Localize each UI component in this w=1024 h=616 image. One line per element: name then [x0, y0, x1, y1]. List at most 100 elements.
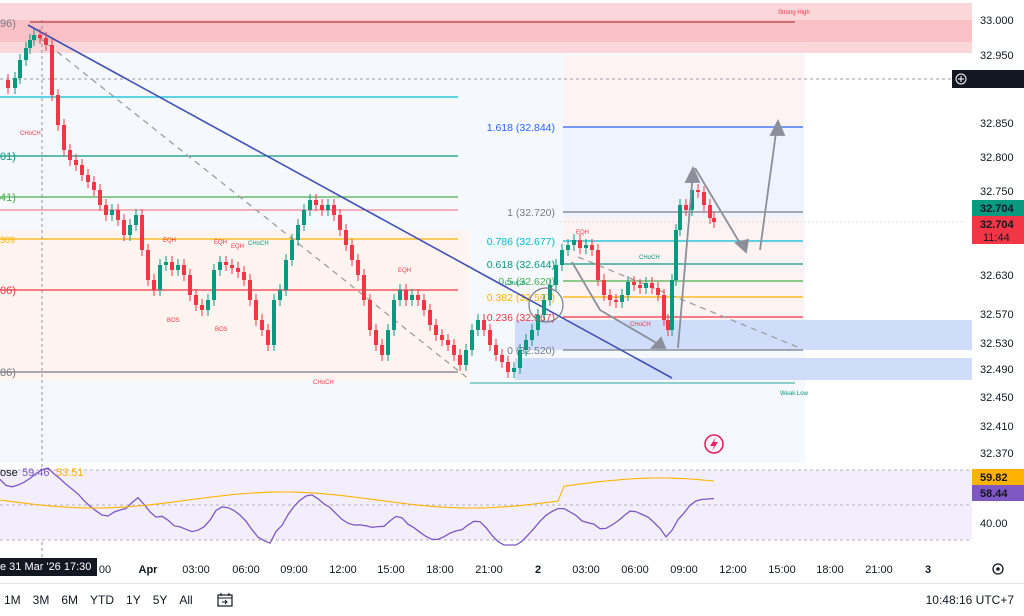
time-tick: 15:00: [377, 564, 405, 576]
lightning-icon[interactable]: [704, 434, 724, 454]
choch-label: CHoCH: [630, 322, 651, 328]
supply-zone-core: [0, 20, 972, 42]
bos-label: BOS: [167, 318, 180, 324]
rsi-ma-tag: [972, 469, 1024, 485]
candle-body: [98, 190, 102, 205]
candle-body: [140, 215, 144, 250]
eqh-label: EQH: [398, 268, 411, 274]
ema-price-text: 32.704: [980, 203, 1015, 215]
candle-body: [626, 282, 630, 295]
candle-body: [332, 205, 336, 215]
candle-body: [416, 295, 420, 300]
range-ytd-button[interactable]: YTD: [90, 593, 115, 607]
svg-text:ose: ose: [0, 467, 18, 479]
svg-text:06): 06): [0, 285, 16, 297]
weak-low-label: Weak Low: [780, 391, 809, 397]
left-level-labels: 96) 01) 41) 309 06) 86): [0, 18, 16, 379]
candle-body: [206, 300, 210, 310]
candle-body: [428, 310, 432, 325]
time-tick: 2: [535, 564, 541, 576]
candle-body: [284, 260, 288, 290]
candle-body: [650, 283, 654, 288]
price-tick: 32.750: [980, 186, 1014, 198]
range-3m-button[interactable]: 3M: [32, 593, 50, 607]
svg-text:41): 41): [0, 192, 16, 204]
range-5y-button[interactable]: 5Y: [152, 593, 168, 607]
crosshair-date-tag: e 31 Mar '26 17:30: [0, 558, 98, 576]
fib-level-label: 1 (32.720): [507, 207, 555, 219]
crosshair-price-tag[interactable]: 32.913: [952, 70, 1024, 88]
svg-text:86): 86): [0, 367, 16, 379]
candle-body: [302, 210, 306, 225]
candle-body: [434, 325, 438, 335]
time-tick: 12:00: [329, 564, 357, 576]
candle-body: [678, 205, 682, 230]
svg-text:309: 309: [0, 235, 15, 245]
candle-body: [218, 262, 222, 270]
candle-body: [452, 345, 456, 355]
candle-body: [266, 330, 270, 345]
countdown-text: 11:44: [983, 232, 1010, 244]
svg-text:01): 01): [0, 151, 16, 163]
candle-body: [708, 205, 712, 218]
trendline-dashed-2[interactable]: [577, 256, 801, 349]
last-price-text: 32.704: [980, 219, 1015, 231]
candle-body: [86, 175, 90, 182]
rsi-legend-value1: 59.46: [22, 467, 50, 479]
price-tick: 32.800: [980, 152, 1014, 164]
gear-icon[interactable]: [992, 563, 1004, 575]
range-all-button[interactable]: All: [179, 593, 193, 607]
rsi-value-tag-text: 58.44: [980, 488, 1008, 500]
choch-label: CHoCH: [248, 241, 269, 247]
time-tick: Apr: [139, 564, 159, 576]
range-6m-button[interactable]: 6M: [61, 593, 79, 607]
range-1m-button[interactable]: 1M: [4, 593, 21, 607]
candle-body: [632, 282, 636, 285]
bos-label: BOS: [215, 327, 228, 333]
price-tick: 32.570: [980, 309, 1014, 321]
choch-label: CHoCH: [639, 255, 660, 261]
price-tick: 32.950: [980, 50, 1014, 62]
eqh-label: EQH: [163, 238, 176, 244]
candle-body: [128, 225, 132, 235]
chart-canvas[interactable]: 1.618 (32.844) 1 (32.720) 0.786 (32.677) 0.…: [0, 0, 1024, 583]
price-tick: 32.450: [980, 392, 1014, 404]
trendline-blue[interactable]: [27, 24, 673, 379]
candle-body: [248, 280, 252, 300]
candle-body: [13, 78, 17, 88]
svg-text:32.913: 32.913: [980, 75, 1014, 87]
candle-body: [518, 350, 522, 368]
candle-body: [134, 215, 138, 225]
candle-body: [56, 95, 60, 125]
trendline-dashed[interactable]: [39, 37, 471, 381]
time-axis[interactable]: 00 Apr 03:00 06:00 09:00 12:00 15:00 18:00 21:00…: [99, 564, 931, 576]
candle-body: [512, 368, 516, 372]
candle-body: [338, 215, 342, 230]
smc-labels: CHoCH EQH EQH EQH CHoCH BOS BOS EQH CHoC…: [20, 131, 660, 386]
fib-level-label: 0.382 (32.597): [487, 292, 555, 304]
candle-body: [410, 295, 414, 300]
candle-body: [314, 200, 318, 205]
calendar-range-icon[interactable]: [217, 593, 233, 607]
candle-body: [24, 48, 28, 60]
candle-body: [38, 35, 42, 38]
range-1y-button[interactable]: 1Y: [126, 593, 141, 607]
price-axis[interactable]: 33.000 32.950 32.850 32.800 32.750 32.63…: [980, 15, 1014, 530]
candle-body: [254, 300, 258, 320]
candle-body: [230, 265, 234, 268]
candle-body: [260, 320, 264, 330]
clock[interactable]: 10:48:16 UTC+7: [925, 593, 1014, 607]
ema-price-tag: [972, 200, 1024, 216]
choch-label: CHoCH: [20, 131, 41, 137]
candle-body: [212, 270, 216, 300]
choch-label: CHoCH: [313, 380, 334, 386]
candle-body: [308, 200, 312, 210]
fib-level-label: 0.618 (32.644): [487, 259, 555, 271]
projection-arrows[interactable]: [571, 118, 786, 349]
candle-body: [368, 300, 372, 330]
candle-body: [272, 300, 276, 345]
price-tick: 32.630: [980, 270, 1014, 282]
candle-body: [620, 295, 624, 302]
candle-body: [524, 340, 528, 350]
time-tick: 03:00: [572, 564, 600, 576]
